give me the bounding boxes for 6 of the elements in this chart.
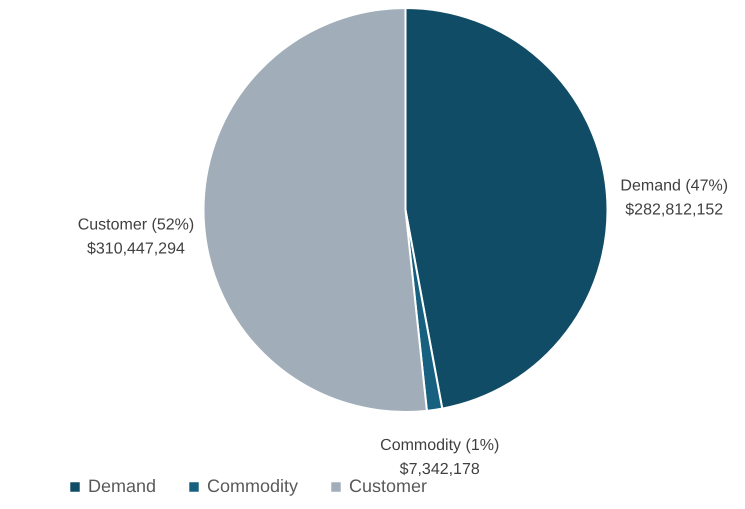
data-label: Demand (47%) $282,812,152 bbox=[620, 177, 728, 218]
legend-label: Commodity bbox=[207, 476, 298, 496]
legend-label: Customer bbox=[349, 476, 428, 496]
legend-label: Demand bbox=[88, 476, 156, 496]
data-label: Customer (52%) $310,447,294 bbox=[78, 216, 194, 258]
data-label: Commodity (1%) $7,342,178 bbox=[380, 436, 500, 478]
